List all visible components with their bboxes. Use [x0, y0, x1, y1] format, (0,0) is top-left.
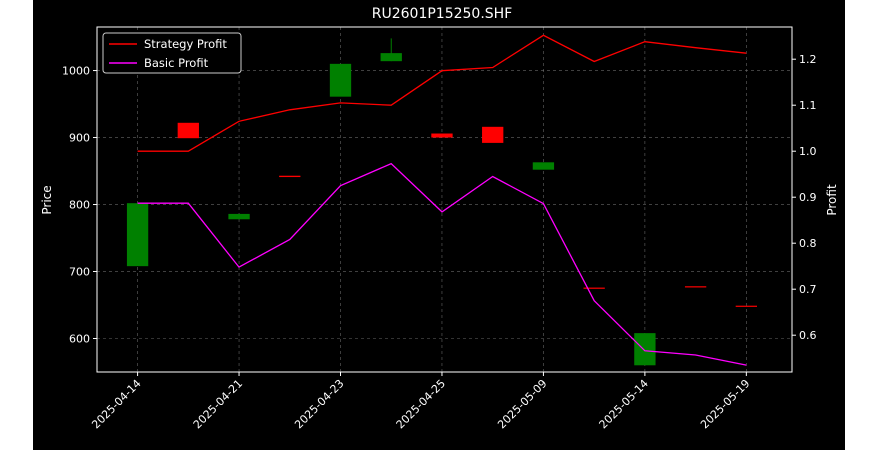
candles-layer [126, 38, 757, 366]
candle-body [279, 175, 301, 178]
y-right-tick-label: 0.6 [799, 329, 817, 342]
candle-body [482, 126, 504, 143]
candle-body [684, 286, 707, 288]
candle-body [583, 287, 605, 289]
candle-body [126, 203, 149, 267]
x-tick-label: 2025-05-09 [495, 377, 549, 431]
y-axis-right-label: Profit [825, 184, 839, 216]
series-line-basic-profit [137, 162, 747, 366]
y-right-tick-label: 0.9 [799, 191, 817, 204]
x-tick-label: 2025-04-23 [292, 377, 346, 431]
axis-layer: 2025-04-14 2025-04-21 2025-04-23 2025-04-25… [62, 53, 817, 431]
y-right-tick-label: 0.7 [799, 283, 817, 296]
legend-box [102, 32, 242, 74]
x-tick-label: 2025-05-14 [597, 377, 651, 431]
legend-label-strategy-profit: Strategy Profit [144, 37, 227, 51]
y-left-tick-label: 800 [69, 199, 90, 212]
y-left-tick-label: 1000 [62, 65, 90, 78]
plot-frame [96, 26, 793, 373]
y-axis-left-label: Price [40, 185, 54, 214]
y-right-tick-label: 1.1 [799, 99, 817, 112]
candle-body [177, 122, 199, 139]
legend: Strategy Profit Basic Profit [102, 32, 242, 74]
x-tick-label: 2025-04-21 [191, 377, 245, 431]
chart-svg: RU2601P15250.SHF 2025-04-14 2025-04-21 202… [40, 6, 839, 431]
y-left-tick-label: 600 [69, 333, 90, 346]
y-left-tick-label: 900 [69, 132, 90, 145]
candle-body [329, 63, 352, 97]
x-tick-label: 2025-04-25 [394, 377, 448, 431]
chart-title: RU2601P15250.SHF [372, 6, 513, 22]
x-tick-label: 2025-05-19 [698, 377, 752, 431]
y-right-tick-label: 0.8 [799, 237, 817, 250]
lines-layer [137, 34, 747, 366]
y-left-tick-label: 700 [69, 266, 90, 279]
candle-body [380, 53, 402, 62]
legend-label-basic-profit: Basic Profit [144, 56, 209, 70]
candle-body [431, 133, 453, 138]
candle-body [228, 213, 250, 220]
y-right-tick-label: 1.0 [799, 145, 817, 158]
candle-body [634, 333, 656, 366]
candle-body [532, 162, 555, 170]
chart-figure: RU2601P15250.SHF 2025-04-14 2025-04-21 202… [33, 0, 845, 450]
series-line-strategy-profit [137, 34, 747, 152]
x-tick-label: 2025-04-14 [89, 377, 143, 431]
candle-body [735, 305, 757, 307]
y-right-tick-label: 1.2 [799, 53, 817, 66]
grid-layer [97, 27, 792, 372]
